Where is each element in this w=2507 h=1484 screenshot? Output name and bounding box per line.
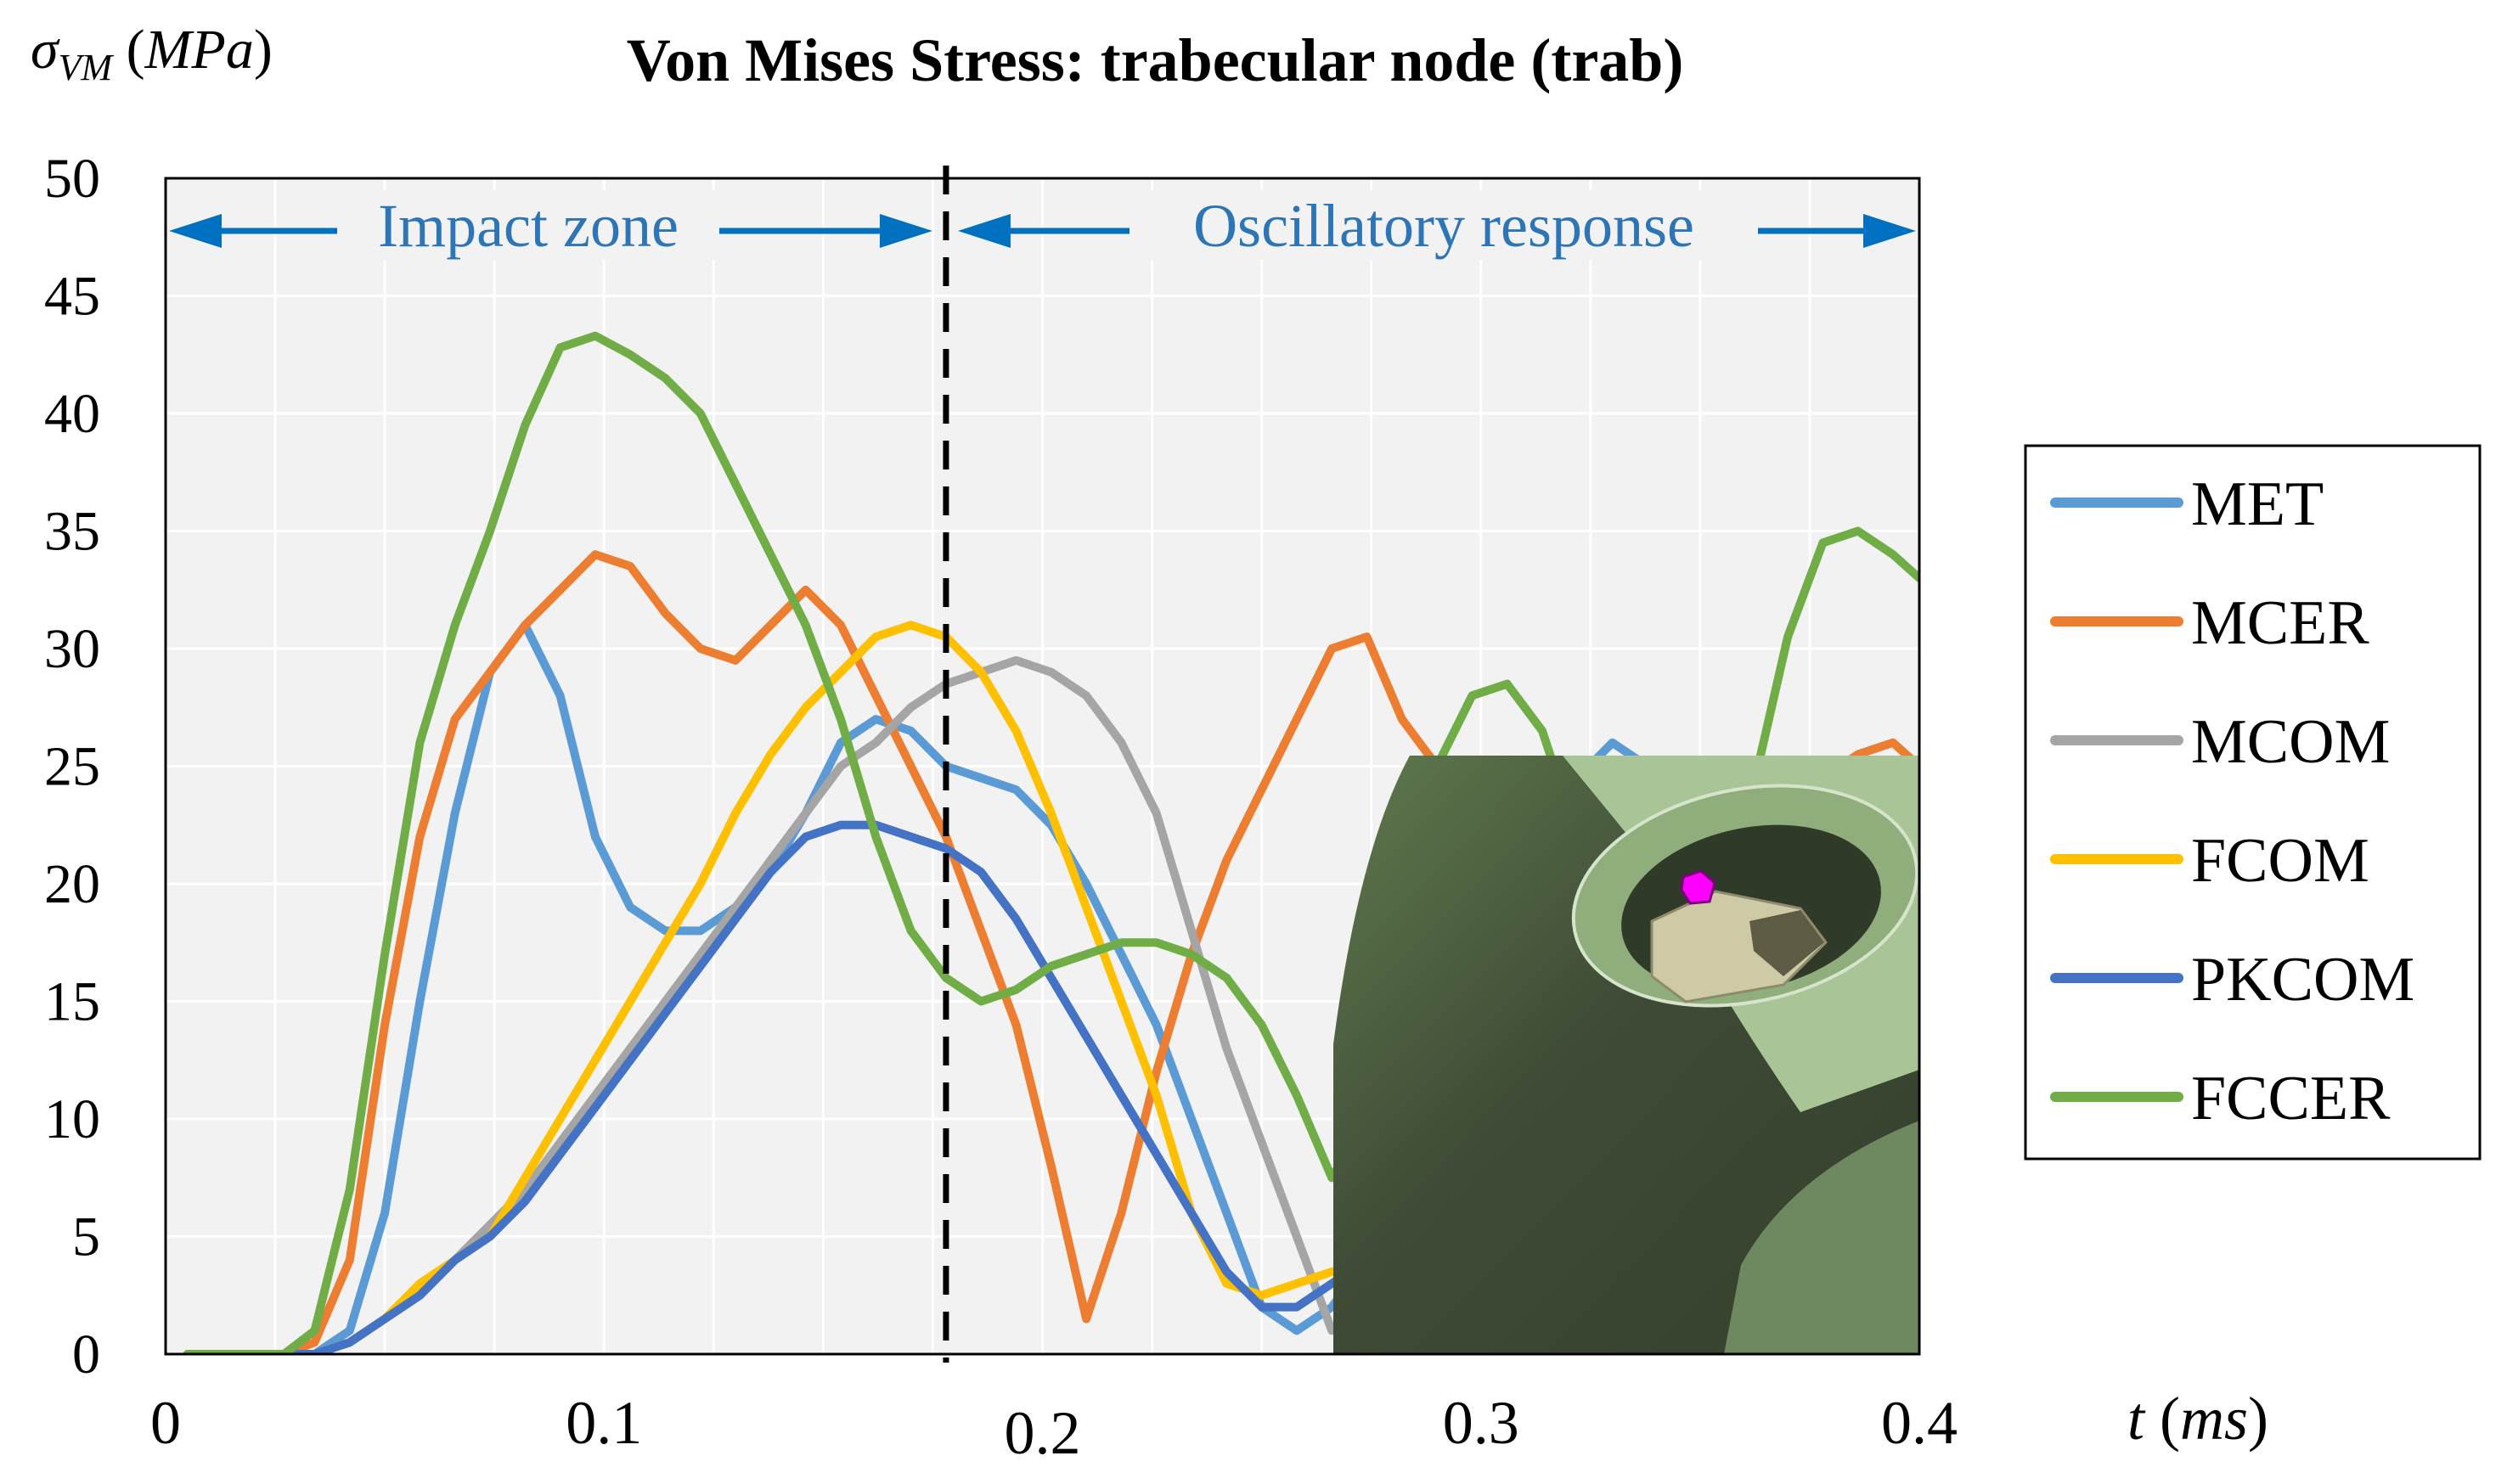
- series-line-pkcom: [183, 820, 1372, 1354]
- arrow-head-left-icon: [169, 214, 222, 248]
- legend-label-fccer: FCCER: [2191, 1064, 2391, 1133]
- x-tick-label: 0: [150, 1389, 181, 1457]
- inset-lower-block: [1724, 1121, 1919, 1354]
- zone-annotations: Impact zone Oscillatory response: [169, 190, 1916, 260]
- y-tick-label: 20: [44, 853, 100, 915]
- legend-label-met: MET: [2191, 469, 2324, 539]
- x-axis-label: t (ms): [2127, 1385, 2268, 1453]
- arrow-head-right-icon: [879, 214, 932, 248]
- y-tick-label: 40: [44, 383, 100, 445]
- y-axis-label: σVM (MPa): [31, 19, 273, 88]
- zone-label-bg: [1130, 190, 1758, 260]
- y-tick-label: 30: [44, 618, 100, 680]
- y-axis-unit: MPa: [144, 19, 254, 81]
- model-inset-image: [1333, 756, 1919, 1354]
- legend-label-mcom: MCOM: [2191, 707, 2390, 777]
- legend: MET MCER MCOM FCOM PKCOM FCCER: [2024, 444, 2482, 1161]
- zone-label-oscillatory: Oscillatory response: [1193, 192, 1694, 260]
- node-marker-icon: [1680, 869, 1716, 905]
- x-axis-unit: ms: [2180, 1385, 2248, 1453]
- y-tick-label: 50: [44, 148, 100, 210]
- legend-label-fcom: FCOM: [2191, 826, 2369, 896]
- y-axis-subscript: VM: [59, 47, 115, 88]
- y-axis-symbol: σ: [31, 19, 60, 81]
- y-tick-label: 0: [72, 1324, 100, 1386]
- x-tick-label: 0.3: [1443, 1389, 1519, 1457]
- zone-label-impact: Impact zone: [378, 192, 679, 260]
- inset-node-facet: [1749, 910, 1824, 976]
- axis-ticks: 0 5 10 15 20 25 30 35 40 45 50 0 0.1 0.2 0.3 0.4: [44, 148, 1958, 1467]
- y-tick-label: 5: [72, 1206, 100, 1268]
- plot-border: [164, 177, 1921, 1356]
- x-axis-symbol: t: [2127, 1385, 2146, 1453]
- y-tick-label: 10: [44, 1088, 100, 1150]
- y-tick-label: 25: [44, 736, 100, 798]
- y-tick-label: 45: [44, 266, 100, 328]
- x-tick-label: 0.1: [566, 1389, 642, 1457]
- y-tick-label: 15: [44, 971, 100, 1033]
- arrow-head-left-icon: [957, 214, 1011, 248]
- chart-title: Von Mises Stress: trabecular node (trab): [627, 26, 1684, 94]
- legend-label-mcer: MCER: [2191, 588, 2369, 658]
- series-line-fcom: [183, 621, 1363, 1354]
- legend-box: [2024, 444, 2482, 1161]
- arrow-head-right-icon: [1863, 214, 1916, 248]
- x-tick-label: 0.2: [1005, 1399, 1081, 1467]
- x-tick-label: 0.4: [1881, 1389, 1958, 1457]
- zone-label-bg: [337, 190, 719, 260]
- legend-label-pkcom: PKCOM: [2191, 945, 2414, 1015]
- y-tick-label: 35: [44, 501, 100, 563]
